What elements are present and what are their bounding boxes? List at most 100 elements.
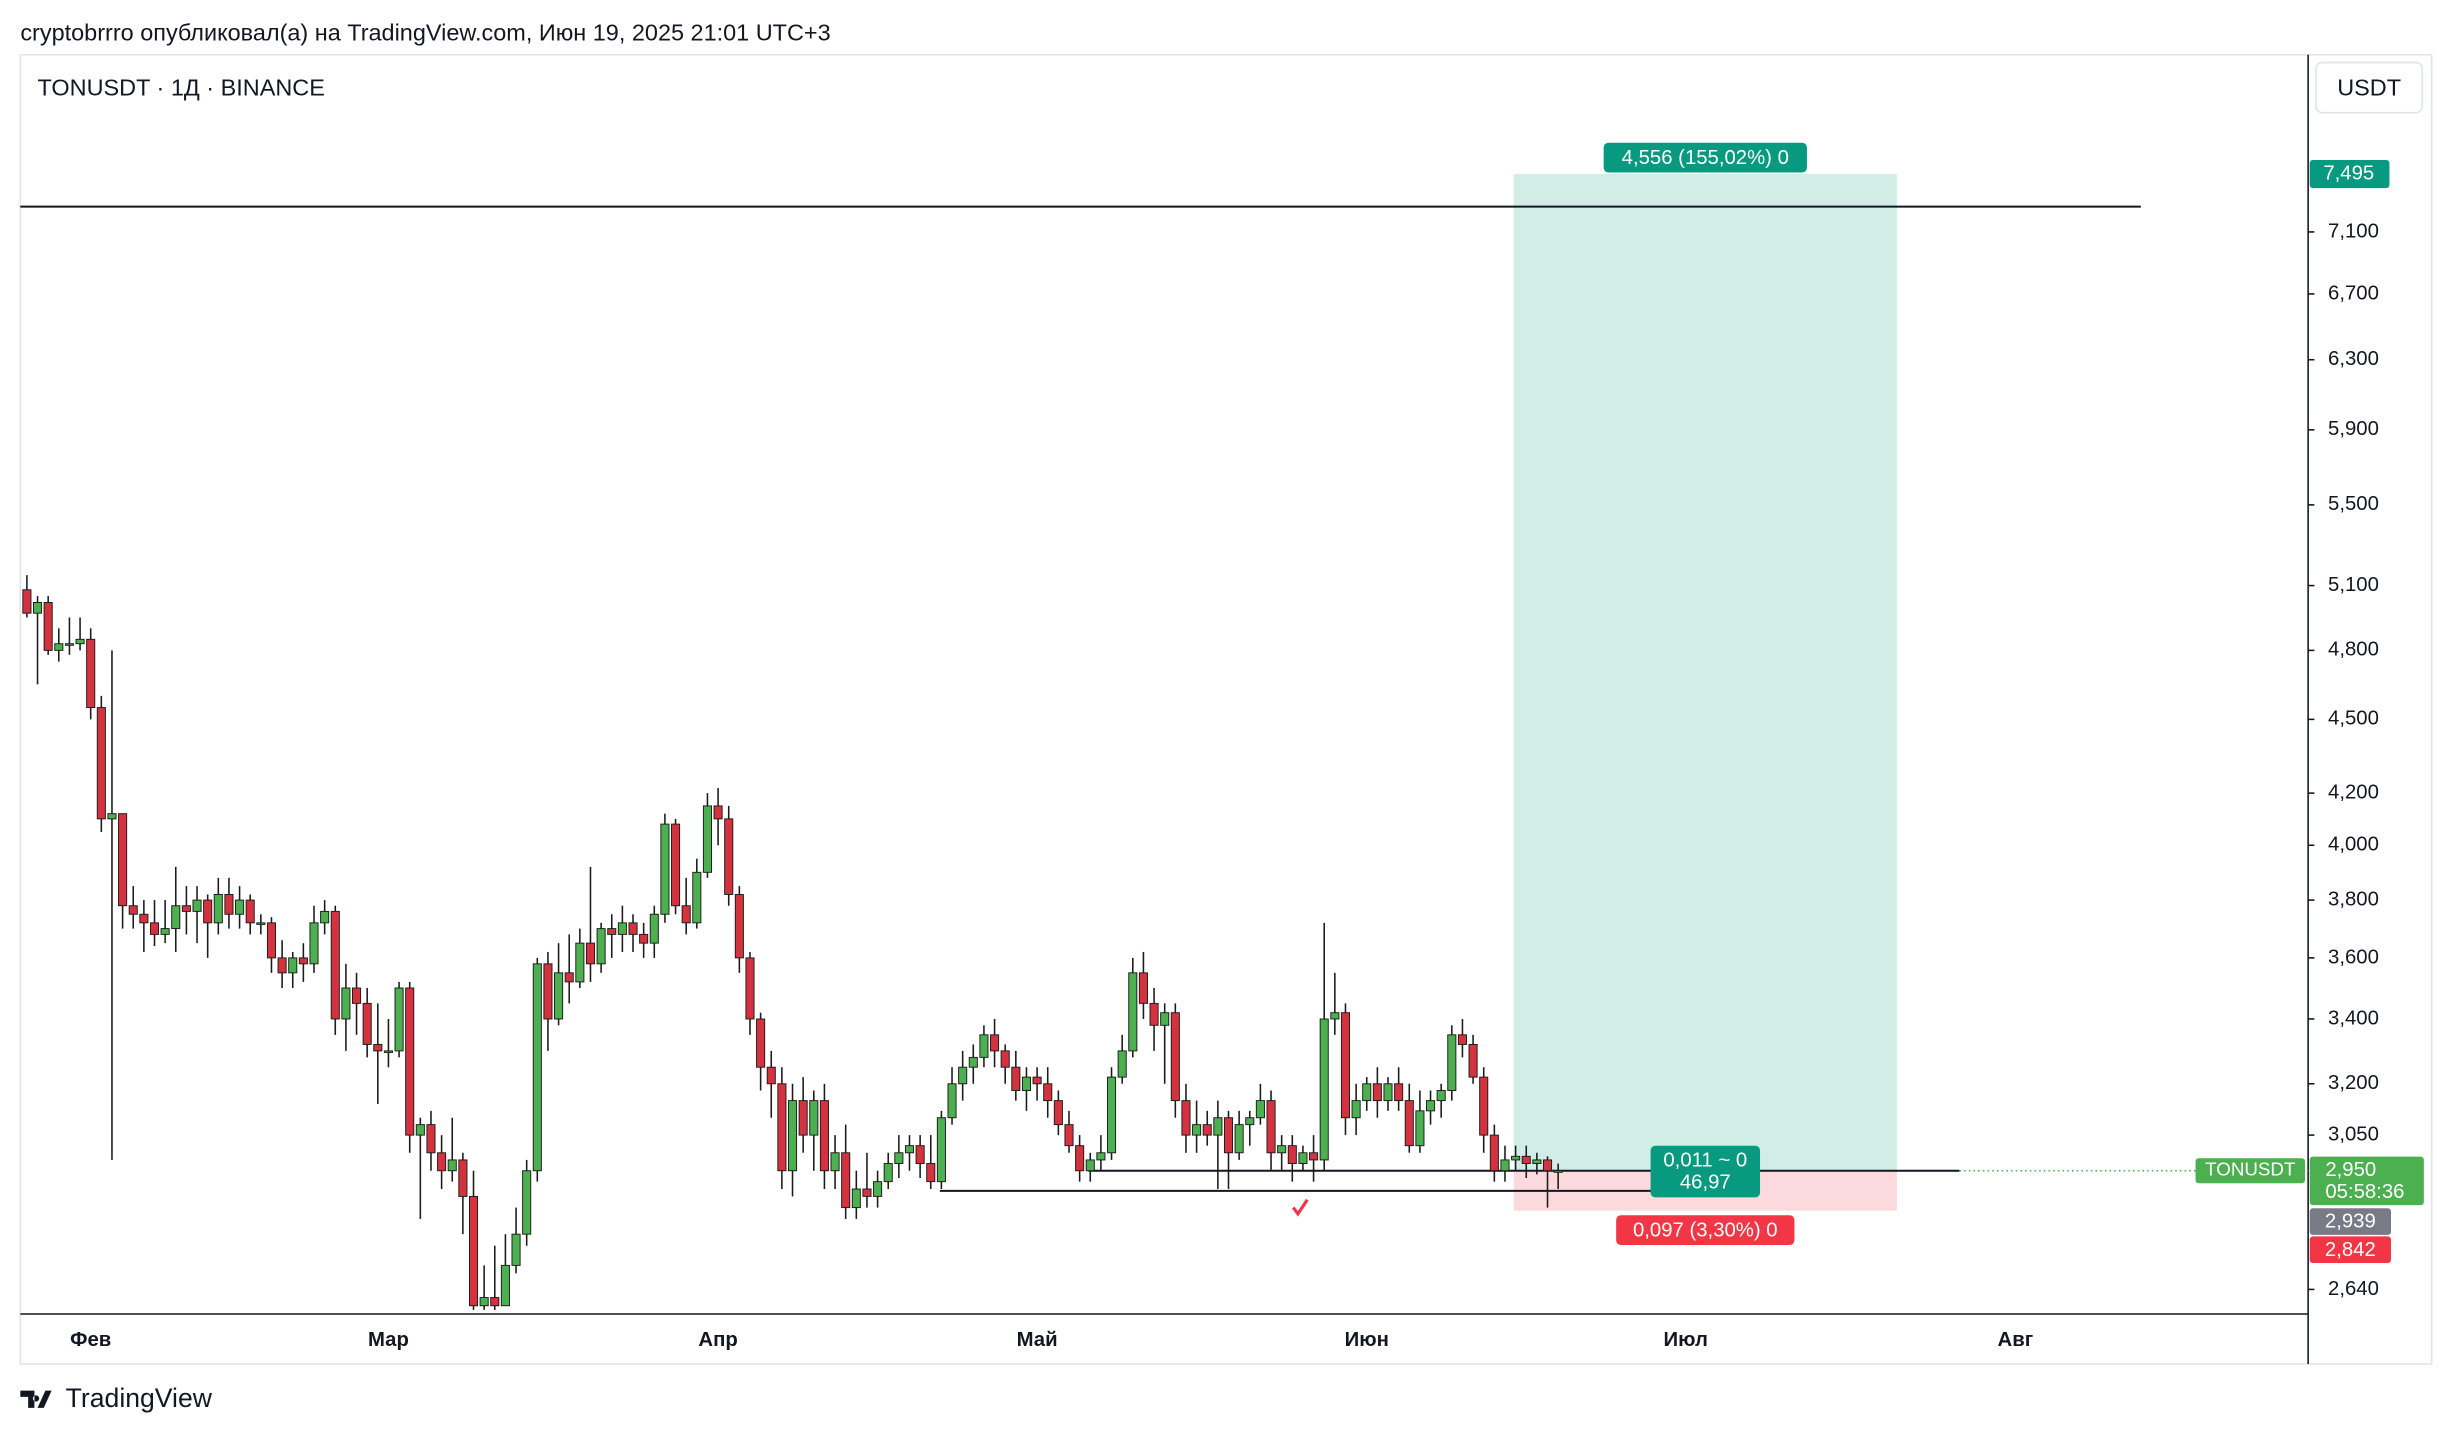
candle-body — [543, 963, 553, 1020]
candle-body — [947, 1083, 957, 1119]
candle-body — [1383, 1083, 1393, 1102]
candle-body — [607, 928, 617, 935]
candle-body — [181, 905, 191, 912]
y-tick-label: 4,800 — [2328, 639, 2379, 661]
y-tick-label: 4,500 — [2328, 708, 2379, 730]
candle-body — [660, 823, 670, 915]
candle-body — [1415, 1110, 1425, 1147]
candle-body — [224, 894, 234, 915]
candle-body — [1542, 1159, 1553, 1172]
candle-body — [1053, 1100, 1063, 1126]
candle-body — [798, 1100, 808, 1136]
candle-body — [1085, 1159, 1095, 1172]
candle-body — [1298, 1152, 1308, 1164]
logo: TradingView — [20, 1383, 213, 1413]
entry-ratio: 46,97 — [1680, 1172, 1731, 1194]
candle-body — [990, 1034, 1000, 1052]
candle-body — [437, 1152, 447, 1172]
candle-body — [1043, 1083, 1053, 1102]
candle-body — [1553, 1170, 1563, 1173]
candle-body — [1362, 1083, 1372, 1102]
symbol-tag-label: TONUSDT — [2205, 1159, 2296, 1180]
candle-body — [139, 913, 149, 924]
candle-body — [968, 1056, 978, 1068]
stop-price-label: 2,842 — [2325, 1239, 2376, 1261]
candle-body — [330, 910, 340, 1020]
countdown: 05:58:36 — [2325, 1181, 2404, 1203]
candle-body — [22, 589, 32, 614]
y-tick-label: 5,500 — [2328, 493, 2379, 515]
x-tick-label: Июн — [1345, 1329, 1389, 1351]
x-tick-label: Мар — [368, 1329, 409, 1351]
chart-frame — [19, 53, 2433, 1365]
publisher-line: cryptobrrro опубликовал(а) на TradingVie… — [20, 20, 830, 46]
candle-body — [1170, 1012, 1180, 1102]
candle-body — [1075, 1145, 1085, 1172]
candle-body — [873, 1181, 883, 1197]
candle-body — [1245, 1117, 1255, 1126]
brand: TradingView — [66, 1383, 213, 1413]
stop-label: 0,097 (3,30%) 0 — [1633, 1219, 1778, 1241]
candle-body — [1192, 1124, 1202, 1136]
y-tick-label: 3,050 — [2328, 1123, 2379, 1145]
y-tick-label: 3,800 — [2328, 888, 2379, 910]
candle-body — [1436, 1090, 1446, 1102]
candle-body — [1149, 1002, 1159, 1026]
candle-body — [1011, 1066, 1021, 1091]
logo-icon — [20, 1390, 52, 1408]
candle-body — [288, 957, 298, 974]
candle-body — [841, 1152, 851, 1209]
candle-body — [128, 905, 138, 915]
candle-body — [500, 1264, 510, 1307]
y-tick-label: 4,000 — [2328, 834, 2379, 856]
x-tick-label: Апр — [698, 1329, 737, 1351]
candle-body — [564, 972, 574, 983]
candle-body — [1340, 1012, 1351, 1119]
prev-price-tag — [2309, 1208, 2392, 1235]
candle-body — [383, 1050, 393, 1053]
candle-body — [522, 1170, 532, 1235]
candle-body — [809, 1100, 819, 1136]
candle-body — [447, 1159, 457, 1172]
candle-body — [1223, 1117, 1234, 1154]
candle-body — [1351, 1100, 1361, 1119]
candle-body — [1468, 1043, 1478, 1078]
currency-button[interactable] — [2315, 61, 2424, 114]
candle-body — [1277, 1145, 1287, 1154]
candle-body — [671, 823, 681, 907]
candle-body — [1489, 1134, 1499, 1172]
candle-body — [766, 1066, 776, 1085]
candle-body — [649, 913, 659, 944]
candle-body — [64, 643, 74, 646]
candle-body — [692, 871, 702, 924]
candle-body — [1117, 1050, 1127, 1078]
candle-body — [426, 1124, 436, 1154]
candle-body — [830, 1152, 840, 1172]
candle-body — [235, 899, 245, 915]
candle-body — [756, 1018, 766, 1068]
candle-body — [341, 987, 351, 1020]
candle-body — [373, 1043, 383, 1052]
currency-label[interactable]: USDT — [2337, 74, 2401, 100]
candle-body — [894, 1152, 904, 1164]
y-tick-label: 6,700 — [2328, 282, 2379, 304]
candle-body — [713, 805, 723, 820]
candle-body — [532, 963, 542, 1172]
candle-body — [256, 922, 266, 925]
candle-body — [458, 1159, 468, 1197]
candle-body — [362, 1002, 372, 1045]
candle-body — [702, 805, 712, 873]
candle-body — [1021, 1076, 1031, 1091]
symbol-tag — [2195, 1158, 2306, 1184]
candle-body — [160, 928, 170, 935]
candle-body — [1532, 1159, 1542, 1164]
y-tick-label: 3,600 — [2328, 946, 2379, 968]
candle-body — [1372, 1083, 1382, 1102]
candle-body — [1287, 1145, 1297, 1164]
x-tick-label: Июл — [1664, 1329, 1708, 1351]
stop-price-tag — [2309, 1236, 2392, 1264]
x-tick-label: Авг — [1998, 1329, 2034, 1351]
candle-body — [1500, 1159, 1510, 1172]
